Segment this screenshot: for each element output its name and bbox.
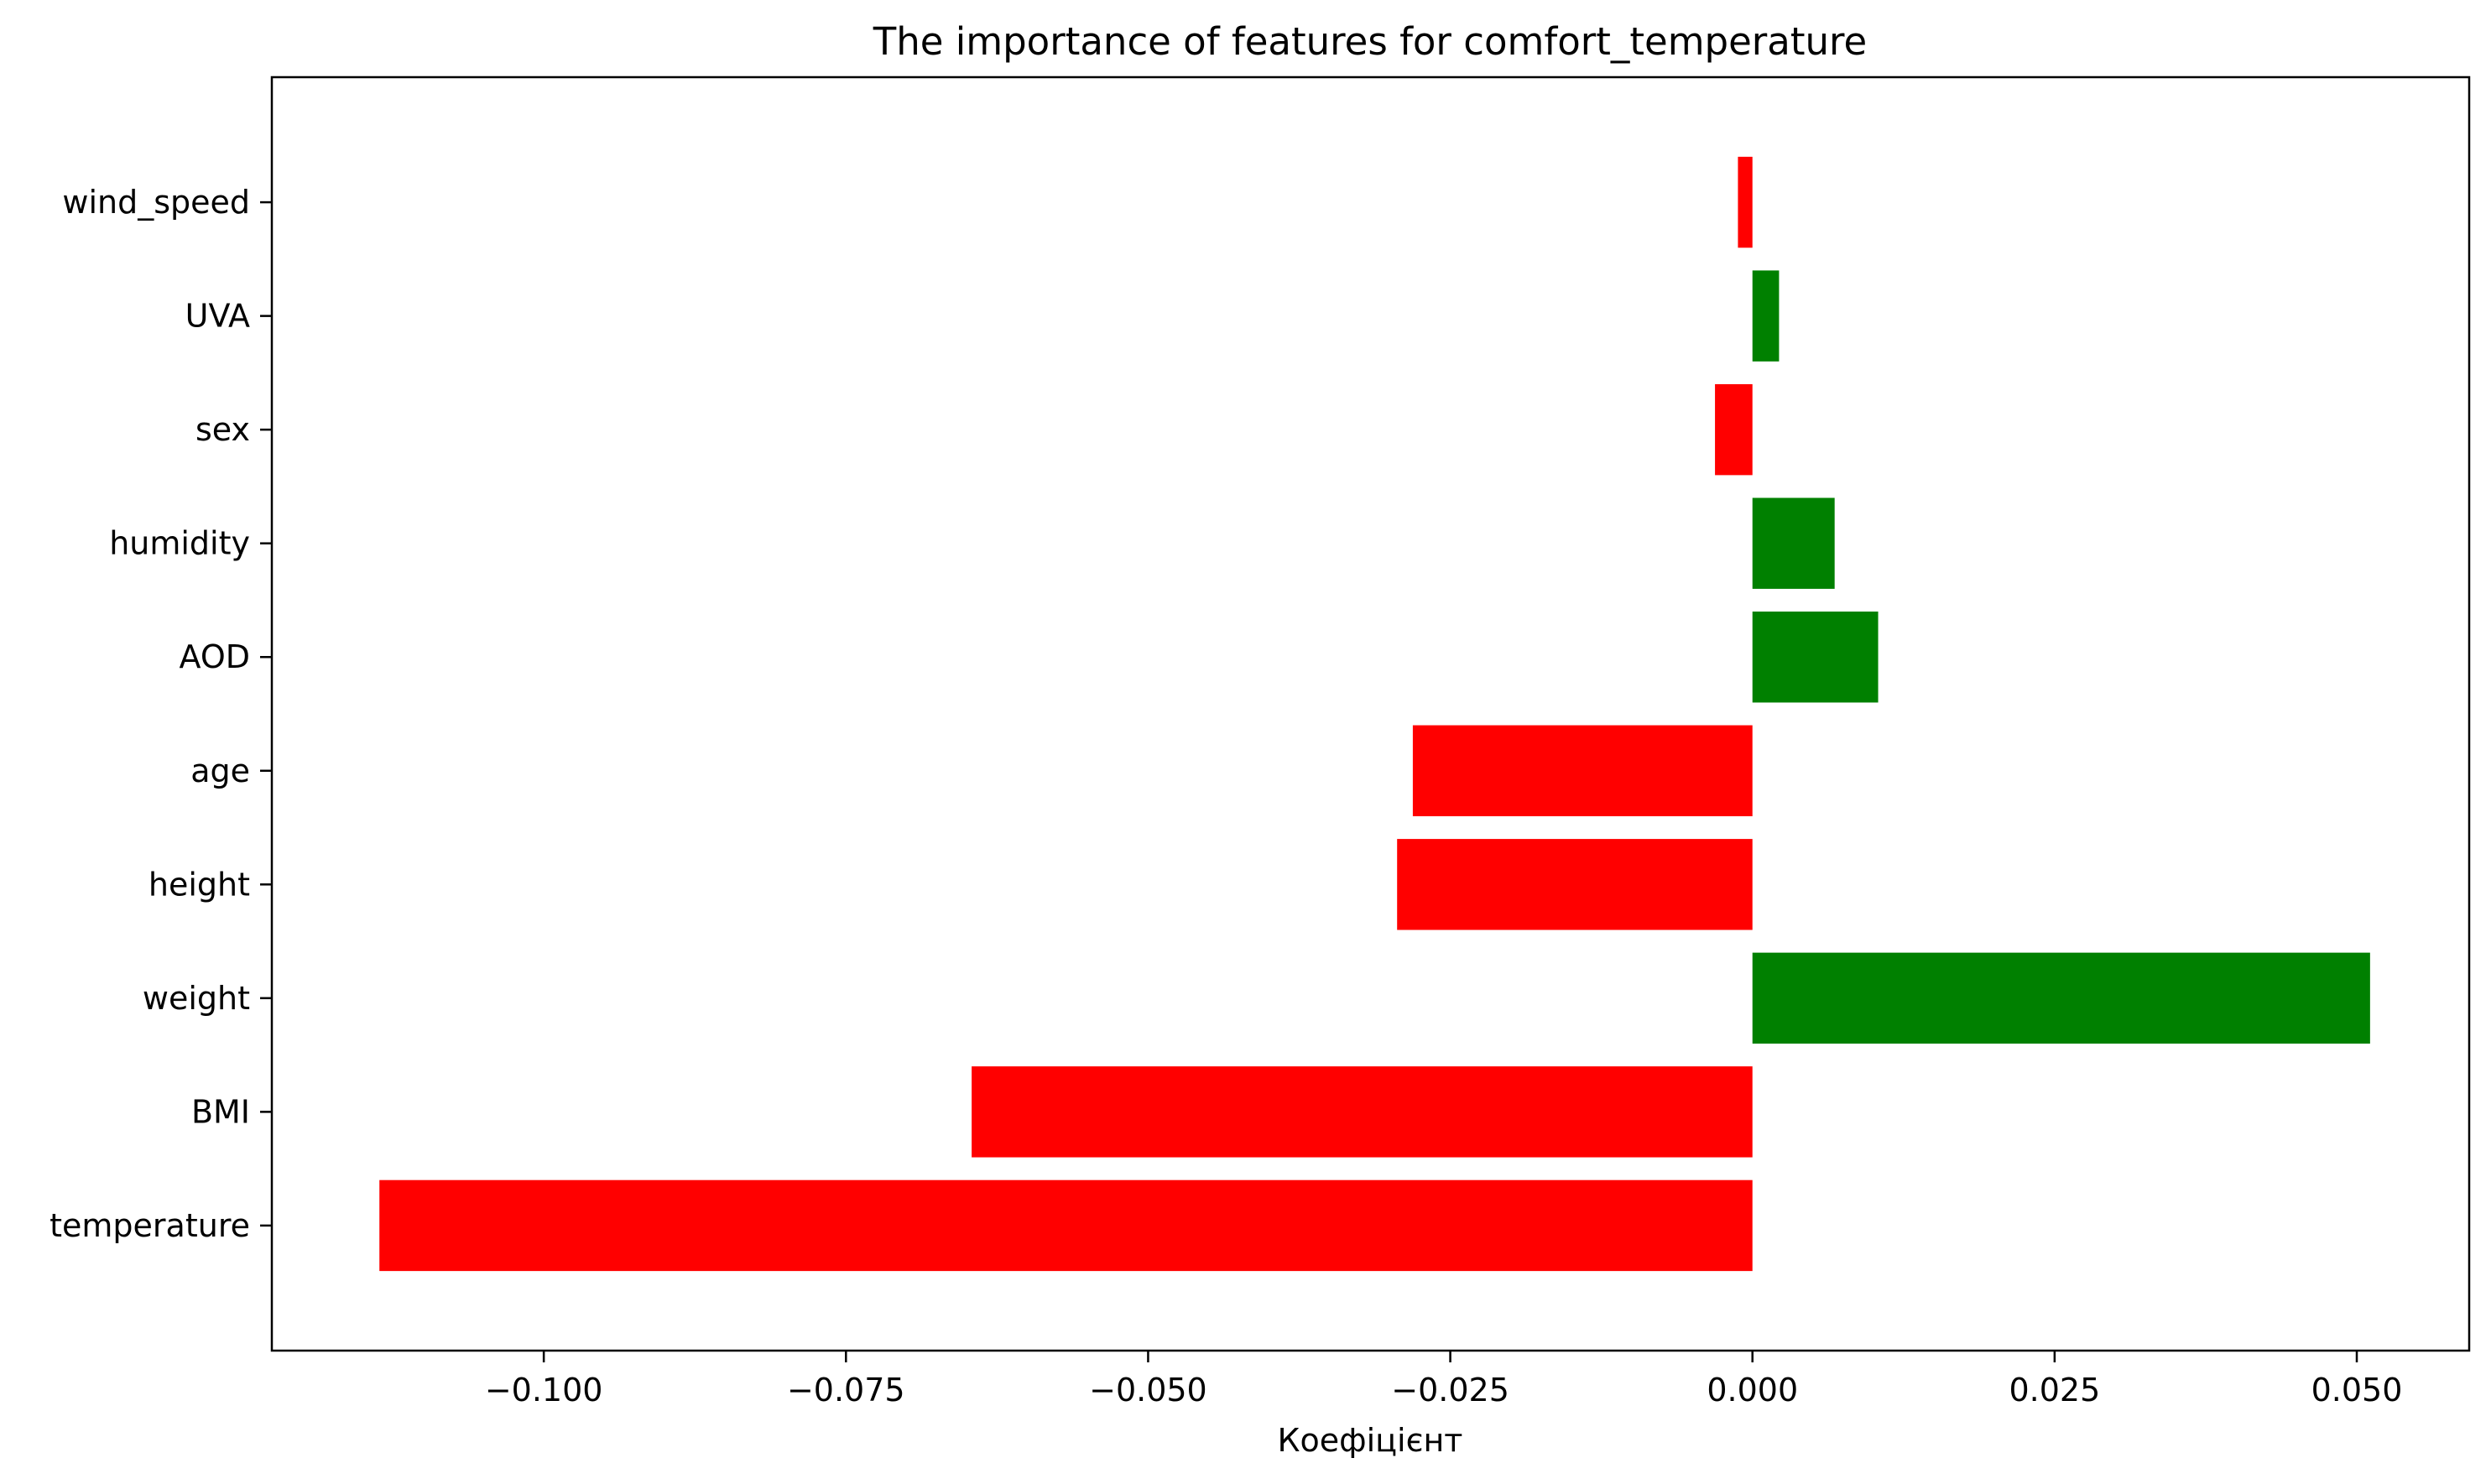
bar-wind-speed [1738, 156, 1753, 248]
x-tick-label: −0.025 [1391, 1372, 1509, 1408]
chart-title: The importance of features for comfort_t… [873, 19, 1867, 64]
bar-humidity [1752, 497, 1835, 589]
x-tick-label: −0.100 [485, 1372, 603, 1408]
y-tick-label: height [149, 866, 250, 903]
y-ticks: temperature BMI weight height age AOD humidity… [50, 184, 272, 1244]
y-tick-label: sex [195, 411, 250, 448]
x-tick-label: 0.000 [1707, 1372, 1798, 1408]
y-tick-label: UVA [185, 298, 250, 335]
y-tick-label: BMI [191, 1093, 250, 1130]
bar-sex [1715, 383, 1753, 476]
bar-uva [1752, 270, 1780, 362]
x-axis-label: Коефіцієнт [1278, 1422, 1463, 1459]
bar-height [1397, 839, 1753, 930]
x-tick-label: −0.075 [787, 1372, 905, 1408]
y-tick-label: age [190, 752, 250, 789]
bar-aod [1752, 612, 1879, 703]
y-tick-label: weight [143, 980, 250, 1017]
plot-frame [270, 76, 2471, 1352]
x-tick-label: 0.050 [2311, 1372, 2403, 1408]
bars-layer [379, 156, 2370, 1272]
bar-bmi [972, 1066, 1753, 1158]
x-ticks: −0.100 −0.075 −0.050 −0.025 0.000 0.025 0.050 [485, 1351, 2403, 1408]
x-tick-label: 0.025 [2009, 1372, 2100, 1408]
y-tick-label: humidity [109, 525, 250, 562]
bar-age [1412, 725, 1753, 816]
y-tick-label: wind_speed [62, 184, 250, 221]
y-tick-label: temperature [50, 1207, 250, 1244]
bar-temperature [379, 1179, 1753, 1272]
x-tick-label: −0.050 [1089, 1372, 1207, 1408]
bar-weight [1752, 952, 2370, 1044]
y-tick-label: AOD [180, 638, 251, 675]
